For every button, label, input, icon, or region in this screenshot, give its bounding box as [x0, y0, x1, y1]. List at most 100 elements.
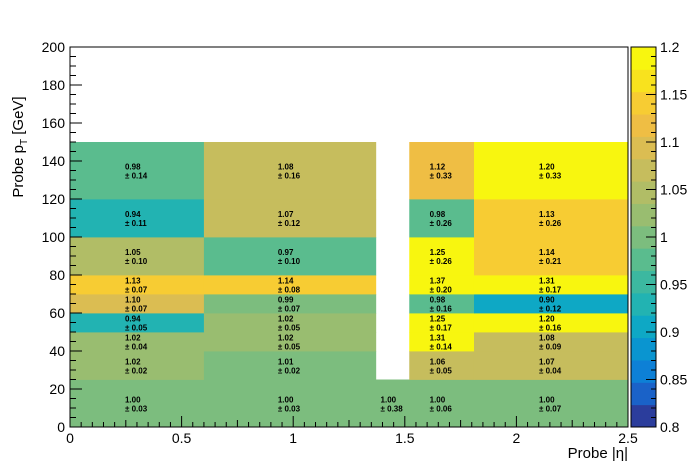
heatmap-cell	[409, 199, 475, 238]
y-tick-label: 20	[49, 381, 65, 397]
y-axis-ticks: 0 20 40 60 80 100 120 140 160 180 200	[42, 39, 82, 435]
cell-value-label: 1.14	[278, 277, 294, 286]
cell-value-label: 1.20	[539, 315, 555, 324]
x-tick-label: 2.5	[618, 430, 638, 446]
heatmap-cell	[375, 379, 410, 428]
color-scale-swatch	[631, 47, 656, 70]
cell-error-label: ± 0.11	[125, 219, 147, 228]
cell-error-label: ± 0.26	[430, 219, 453, 228]
heatmap-cell	[203, 237, 377, 276]
color-scale-swatch	[631, 203, 656, 227]
x-tick-label: 0.5	[172, 430, 192, 446]
x-tick-label: 0	[66, 430, 74, 446]
cell-value-label: 1.05	[125, 248, 141, 257]
heatmap-cell	[473, 379, 629, 428]
color-scale-swatch	[631, 270, 656, 294]
color-scale-swatch	[631, 359, 656, 383]
cell-value-label: 0.99	[278, 296, 294, 305]
cell-error-label: ± 0.05	[278, 343, 301, 352]
cell-error-label: ± 0.07	[125, 286, 148, 295]
cell-value-label: 1.00	[539, 395, 555, 404]
y-tick-label: 120	[42, 191, 66, 207]
cell-error-label: ± 0.05	[430, 366, 453, 375]
cell-error-label: ± 0.16	[278, 172, 301, 181]
heatmap-cell	[473, 142, 629, 200]
cell-value-label: 1.07	[539, 357, 555, 366]
heatmap-cell	[203, 379, 377, 428]
cell-value-label: 0.97	[278, 248, 294, 257]
heatmap-cell	[409, 275, 475, 295]
color-scale-label: 0.85	[660, 372, 687, 388]
heatmap-cell	[473, 199, 629, 238]
cell-error-label: ± 0.16	[539, 324, 562, 333]
cell-error-label: ± 0.04	[125, 343, 148, 352]
y-axis-title-main: Probe p	[10, 145, 27, 198]
cell-value-label: 1.07	[278, 210, 294, 219]
cell-value-label: 1.08	[278, 163, 294, 172]
cell-error-label: ± 0.07	[125, 305, 148, 314]
y-tick-label: 80	[49, 267, 65, 283]
cell-error-label: ± 0.33	[430, 172, 453, 181]
heatmap-cell	[473, 294, 629, 314]
cell-value-label: 1.31	[430, 334, 446, 343]
cell-value-label: 1.02	[278, 315, 294, 324]
color-scale-label: 0.9	[660, 324, 680, 340]
cell-value-label: 1.37	[430, 277, 446, 286]
cell-error-label: ± 0.05	[125, 324, 148, 333]
cell-value-label: 0.94	[125, 210, 141, 219]
y-axis-title-subscript: T	[19, 139, 30, 145]
color-scale-label: 1	[660, 229, 668, 245]
cell-value-label: 0.94	[125, 315, 141, 324]
color-scale-swatch	[631, 248, 656, 272]
heatmap-cell	[70, 332, 205, 352]
color-scale-label: 1.1	[660, 134, 680, 150]
cell-error-label: ± 0.16	[430, 305, 453, 314]
cell-error-label: ± 0.26	[430, 257, 453, 266]
y-tick-label: 60	[49, 305, 65, 321]
color-scale-swatch	[631, 315, 656, 339]
cell-error-label: ± 0.08	[278, 286, 301, 295]
heatmap-cell	[203, 199, 377, 238]
cell-value-label: 1.00	[278, 395, 294, 404]
color-scale-swatch	[631, 225, 656, 249]
cell-error-label: ± 0.10	[125, 257, 148, 266]
cell-value-label: 0.98	[125, 163, 141, 172]
cell-error-label: ± 0.02	[278, 366, 301, 375]
heatmap-cell	[70, 313, 205, 333]
x-axis-title: Probe |η|	[568, 445, 628, 462]
cell-error-label: ± 0.33	[539, 172, 562, 181]
cell-error-label: ± 0.12	[278, 219, 301, 228]
color-scale-swatch	[631, 114, 656, 137]
cell-error-label: ± 0.09	[539, 343, 562, 352]
heatmap-cell	[203, 142, 377, 200]
cell-error-label: ± 0.12	[539, 305, 562, 314]
cell-value-label: 1.02	[125, 357, 141, 366]
cell-error-label: ± 0.21	[539, 257, 562, 266]
heatmap-cell	[409, 294, 475, 314]
heatmap-cell	[70, 294, 205, 314]
cell-error-label: ± 0.14	[430, 343, 453, 352]
cell-value-label: 0.98	[430, 210, 446, 219]
y-tick-label: 100	[42, 229, 66, 245]
color-scale-swatch	[631, 181, 656, 204]
y-tick-label: 0	[57, 419, 65, 435]
cell-error-label: ± 0.26	[539, 219, 562, 228]
heatmap-cell	[473, 332, 629, 352]
cell-value-label: 1.02	[278, 334, 294, 343]
cell-value-label: 1.10	[125, 296, 141, 305]
heatmap-cell	[473, 237, 629, 276]
y-tick-label: 160	[42, 115, 66, 131]
y-axis-title-unit: [GeV]	[10, 96, 27, 139]
heatmap-cell	[70, 142, 205, 200]
cell-value-label: 1.31	[539, 277, 555, 286]
x-tick-label: 2	[513, 430, 521, 446]
cell-error-label: ± 0.17	[430, 324, 453, 333]
heatmap-cell	[203, 313, 377, 333]
cell-value-label: 1.20	[539, 163, 555, 172]
cell-value-label: 1.14	[539, 248, 555, 257]
heatmap-cell	[70, 199, 205, 238]
cell-error-label: ± 0.14	[125, 172, 148, 181]
cell-value-label: 0.90	[539, 296, 555, 305]
heatmap-cell	[203, 332, 377, 352]
